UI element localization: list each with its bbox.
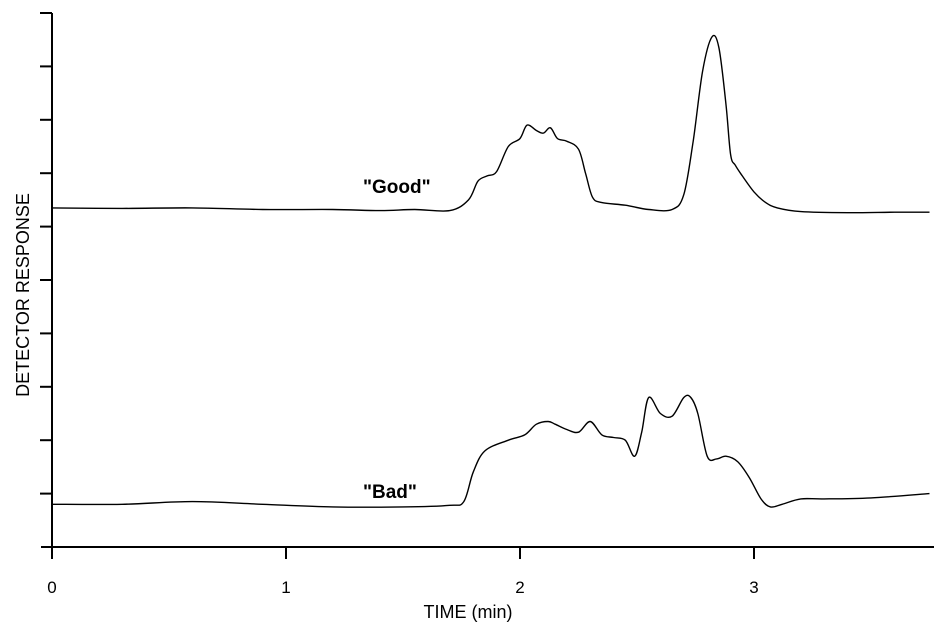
x-axis-ticks: 0 1 2 3 — [47, 547, 759, 597]
x-tick-label: 1 — [281, 578, 290, 597]
y-axis-ticks — [40, 12, 52, 495]
x-tick-label: 2 — [515, 578, 524, 597]
trace-label-good: "Good" — [363, 177, 431, 198]
x-tick-label: 3 — [749, 578, 758, 597]
trace-label-bad: "Bad" — [363, 482, 417, 503]
x-tick-label: 0 — [47, 578, 56, 597]
trace-good — [51, 34, 930, 214]
trace-bad — [51, 394, 930, 508]
traces — [51, 34, 930, 508]
x-axis-title: TIME (min) — [424, 602, 513, 622]
y-axis-title: DETECTOR RESPONSE — [13, 193, 33, 397]
